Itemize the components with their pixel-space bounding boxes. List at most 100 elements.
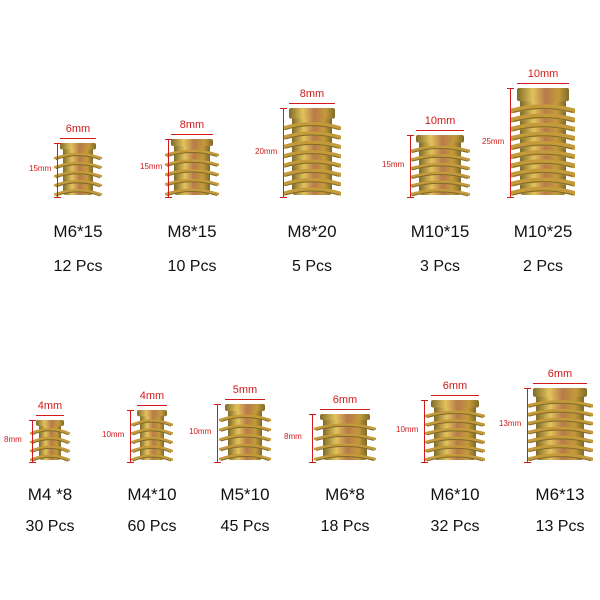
piece-count: 30 Pcs	[25, 518, 75, 535]
thread-ridge	[509, 113, 577, 123]
thread-shadow	[528, 456, 592, 462]
thread-shadow	[166, 151, 218, 157]
piece-count: 10 Pcs	[167, 258, 217, 275]
thread-ridge	[164, 188, 220, 196]
size-name: M4*10	[127, 485, 177, 504]
length-tick-bottom	[280, 197, 287, 198]
thread-ridge	[409, 162, 471, 170]
thread-shadow	[512, 190, 574, 196]
thread-ridge	[164, 149, 220, 157]
thread-ridge	[424, 454, 486, 461]
diameter-dimension-line	[289, 103, 335, 104]
thread-shadow	[284, 143, 340, 149]
length-dimension-line	[130, 410, 131, 462]
length-tick-top	[165, 139, 172, 140]
thread-ridge	[218, 414, 272, 422]
length-label: 13mm	[499, 419, 522, 428]
diameter-label: 6mm	[332, 394, 358, 406]
thread-shadow	[132, 456, 172, 462]
thread-ridge	[509, 131, 577, 141]
thread-shadow	[528, 429, 592, 435]
thread-ridge	[218, 424, 272, 432]
thread-shadow	[55, 173, 101, 179]
length-dimension-line	[424, 400, 425, 462]
length-label: 8mm	[4, 435, 22, 444]
length-tick-top	[280, 108, 287, 109]
length-tick-bottom	[421, 462, 428, 463]
thread-shadow	[166, 190, 218, 196]
insert-image	[424, 400, 486, 467]
thread-shadow	[528, 420, 592, 426]
thread-ridge	[509, 186, 577, 196]
length-label: 25mm	[482, 136, 505, 146]
threaded-insert-icon	[164, 139, 220, 196]
thread-shadow	[284, 134, 340, 140]
length-tick-bottom	[29, 462, 36, 463]
thread-shadow	[284, 190, 340, 196]
diameter-dimension-line	[431, 395, 479, 396]
insert-head	[517, 88, 569, 102]
thread-shadow	[528, 411, 592, 417]
thread-shadow	[426, 439, 484, 445]
thread-ridge	[53, 189, 103, 196]
length-dimension-line	[168, 139, 169, 197]
thread-shadow	[55, 164, 101, 170]
diameter-dimension-line	[171, 134, 213, 135]
diameter-dimension-line	[60, 138, 96, 139]
thread-shadow	[512, 116, 574, 122]
insert-body	[63, 145, 93, 195]
insert-head	[416, 135, 464, 143]
size-name: M6*13	[535, 485, 585, 504]
thread-ridge	[509, 177, 577, 187]
size-name: M10*15	[410, 222, 470, 241]
threaded-insert-icon	[29, 420, 71, 462]
thread-shadow	[220, 446, 270, 452]
length-tick-bottom	[407, 197, 414, 198]
thread-ridge	[509, 159, 577, 169]
insert-image	[29, 420, 71, 467]
diameter-dimension-line	[517, 83, 569, 84]
thread-ridge	[218, 443, 272, 451]
diameter-label: 10mm	[424, 115, 456, 127]
thread-ridge	[53, 170, 103, 178]
thread-shadow	[426, 430, 484, 436]
thread-shadow	[31, 439, 69, 445]
threaded-insert-icon	[313, 414, 377, 461]
thread-ridge	[409, 189, 471, 196]
thread-ridge	[313, 453, 377, 461]
length-tick-bottom	[214, 462, 221, 463]
thread-ridge	[281, 122, 343, 131]
thread-ridge	[281, 187, 343, 196]
size-name: M4 *8	[27, 485, 73, 504]
thread-shadow	[512, 126, 574, 132]
thread-ridge	[130, 454, 174, 461]
thread-shadow	[426, 421, 484, 427]
thread-ridge	[526, 435, 594, 444]
diameter-dimension-line	[320, 409, 370, 410]
thread-ridge	[526, 417, 594, 426]
thread-ridge	[526, 426, 594, 435]
thread-ridge	[526, 453, 594, 461]
thread-ridge	[409, 145, 471, 153]
thread-shadow	[315, 456, 375, 461]
thread-ridge	[29, 436, 71, 444]
threaded-insert-icon	[281, 108, 343, 196]
thread-ridge	[526, 400, 594, 408]
thread-ridge	[424, 410, 486, 418]
length-tick-bottom	[507, 197, 514, 198]
insert-head	[289, 108, 335, 119]
length-dimension-line	[217, 404, 218, 462]
thread-shadow	[528, 438, 592, 444]
length-tick-bottom	[524, 462, 531, 463]
thread-ridge	[526, 409, 594, 417]
thread-shadow	[284, 153, 340, 159]
length-label: 15mm	[29, 164, 52, 173]
size-name: M8*15	[167, 222, 217, 241]
length-label: 15mm	[382, 160, 405, 169]
thread-ridge	[281, 131, 343, 140]
thread-ridge	[281, 178, 343, 187]
thread-ridge	[281, 159, 343, 168]
thread-ridge	[424, 436, 486, 444]
thread-ridge	[164, 178, 220, 186]
insert-image	[409, 135, 471, 202]
